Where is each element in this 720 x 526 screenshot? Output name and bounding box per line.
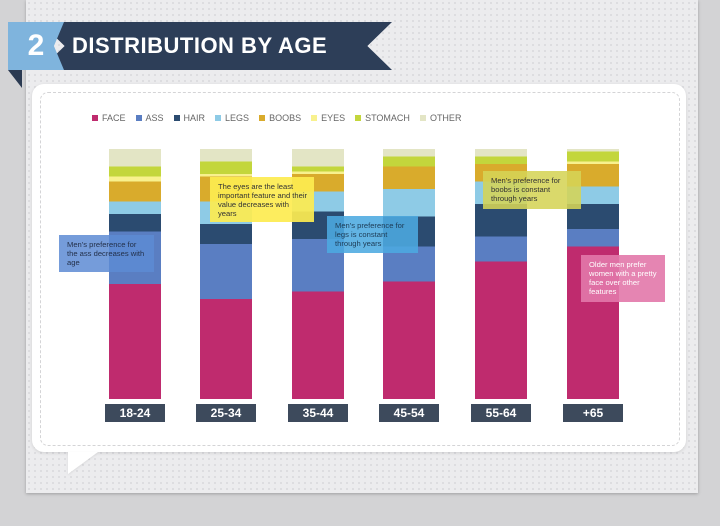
bar-segment-eyes-18-24 [109, 176, 161, 182]
age-label-box [379, 404, 439, 422]
legend-swatch [135, 115, 142, 121]
legend-item-legs: LEGS [215, 113, 249, 123]
legend-label: EYES [321, 113, 346, 123]
bar-segment-face-55-64 [475, 261, 527, 399]
bar-segment-stomach-35-44 [292, 166, 344, 172]
age-label-box [288, 404, 348, 422]
age-label: +65 [583, 406, 604, 420]
legend-item-eyes: EYES [311, 113, 345, 123]
bar-segment-other-35-44 [292, 149, 344, 167]
chart-card-border [40, 92, 680, 446]
age-label: 18-24 [120, 406, 151, 420]
age-label-box [471, 404, 531, 422]
annotation-face: Older men prefer women with a pretty fac… [581, 255, 665, 302]
bar-segment-eyes-+65 [567, 161, 619, 164]
bar-segment-stomach-+65 [567, 151, 619, 162]
bar-segment-boobs-18-24 [109, 181, 161, 202]
page-title: DISTRIBUTION BY AGE [72, 33, 328, 58]
legend-swatch [173, 115, 180, 121]
age-label: 45-54 [394, 406, 425, 420]
bar-segment-other-25-34 [200, 149, 252, 162]
annotation-legs: Men's preference for legs is constant th… [327, 216, 418, 253]
age-label-box [563, 404, 623, 422]
legend-swatch [355, 115, 362, 121]
bar-segment-stomach-25-34 [200, 161, 252, 174]
bar-segment-ass-25-34 [200, 244, 252, 299]
annotation-eyes: The eyes are the least important feature… [210, 177, 314, 222]
bar-segment-hair-55-64 [475, 204, 527, 237]
legend-label: HAIR [183, 113, 206, 123]
age-label: 55-64 [486, 406, 517, 420]
legend-item-hair: HAIR [173, 113, 206, 123]
legend-swatch [311, 115, 318, 121]
bar-segment-ass-55-64 [475, 236, 527, 262]
bar-segment-other-+65 [567, 149, 619, 152]
bar-segment-stomach-45-54 [383, 156, 435, 167]
bar-segment-face-45-54 [383, 281, 435, 399]
legend-swatch [92, 115, 98, 121]
age-label-box [196, 404, 256, 422]
bar-segment-legs-18-24 [109, 201, 161, 214]
bar-segment-face-25-34 [200, 299, 252, 399]
legend-item-ass: ASS [135, 113, 164, 123]
bar-segment-stomach-18-24 [109, 166, 161, 177]
legend-label: FACE [102, 113, 126, 123]
bar-segment-boobs-45-54 [383, 166, 435, 189]
bar-segment-hair-18-24 [109, 214, 161, 232]
legend-item-face: FACE [92, 113, 126, 123]
legend-label: LEGS [225, 113, 250, 123]
bar-segment-eyes-35-44 [292, 171, 344, 174]
legend-label: STOMACH [365, 113, 410, 123]
bar-segment-stomach-55-64 [475, 156, 527, 164]
age-label-box [105, 404, 165, 422]
bar-segment-other-45-54 [383, 149, 435, 157]
title-banner [40, 22, 392, 70]
bar-segment-eyes-25-34 [200, 174, 252, 177]
chart-card-tail [68, 452, 98, 474]
bar-segment-face-18-24 [109, 284, 161, 399]
legend-item-stomach: STOMACH [355, 113, 410, 123]
legend-item-other: OTHER [419, 113, 462, 123]
bar-segment-other-18-24 [109, 149, 161, 167]
bar-segment-face-35-44 [292, 291, 344, 399]
annotation-boobs: Men's preference for boobs is constant t… [483, 171, 581, 209]
legend-label: ASS [145, 113, 164, 123]
bar-segment-ass-+65 [567, 229, 619, 247]
legend-swatch [215, 115, 222, 121]
annotation-ass: Men's preference for the ass decreases w… [59, 235, 154, 272]
badge-fold [8, 70, 22, 88]
legend-swatch [419, 115, 426, 121]
legend-label: BOOBS [269, 113, 302, 123]
bar-segment-hair-25-34 [200, 224, 252, 244]
age-label: 35-44 [303, 406, 334, 420]
bar-segment-other-55-64 [475, 149, 527, 157]
chart-legend: FACE ASS HAIR LEGS BOOBS EYES STOMACH OTHER [92, 113, 461, 123]
legend-swatch [259, 115, 266, 121]
bar-segment-legs-45-54 [383, 189, 435, 217]
legend-item-boobs: BOOBS [259, 113, 301, 123]
legend-label: OTHER [429, 113, 462, 123]
age-label: 25-34 [211, 406, 242, 420]
